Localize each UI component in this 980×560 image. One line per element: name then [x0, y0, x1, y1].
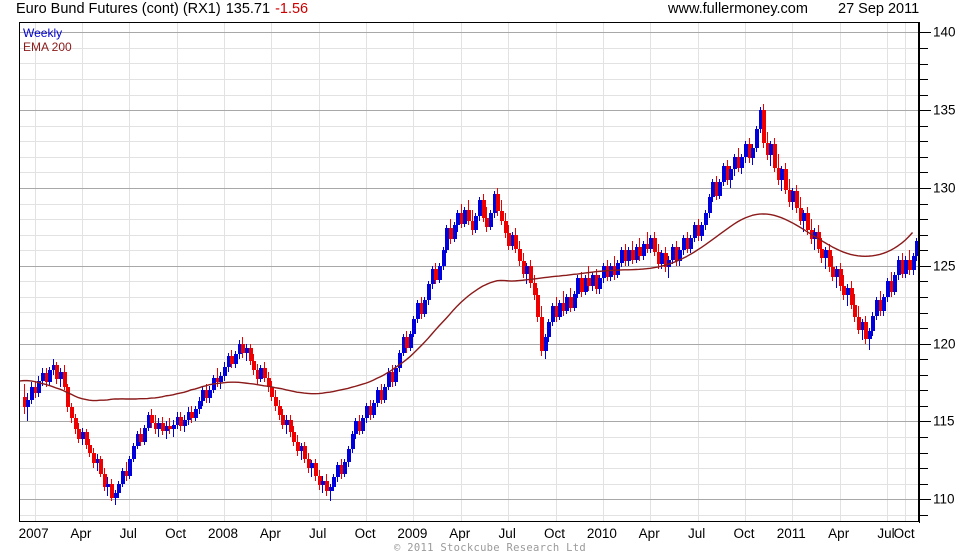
ema-200-overlay [20, 213, 914, 402]
x-tick-label: Apr [638, 526, 660, 541]
y-tick-label: 130 [933, 180, 956, 196]
last-price: 135.71 [225, 1, 271, 17]
y-tick-mark [919, 265, 931, 267]
y-tick-mark [919, 281, 928, 283]
y-axis: 110 115 120 125 130 135 140 [919, 22, 980, 523]
chart-date-label: 27 Sep 2011 [838, 1, 920, 17]
y-tick-label: 110 [933, 491, 955, 507]
y-tick-mark [919, 374, 928, 376]
y-tick-mark [919, 468, 928, 470]
y-tick-mark [919, 421, 931, 423]
y-tick-mark [919, 296, 928, 298]
y-tick-label: 125 [933, 258, 956, 274]
x-tick-label: Oct [893, 526, 915, 541]
y-tick-label: 140 [933, 24, 956, 40]
y-tick-mark [919, 483, 928, 485]
minor-gridlines [20, 48, 918, 516]
x-tick-label: Apr [449, 526, 471, 541]
y-tick-mark [919, 452, 928, 454]
plot-area[interactable] [19, 22, 919, 522]
vertical-gridlines [35, 23, 906, 521]
chart-header: Euro Bund Futures (cont) (RX1) 135.71 -1… [0, 0, 980, 22]
x-tick-label: 2010 [586, 526, 617, 541]
y-tick-mark [919, 156, 928, 158]
y-tick-mark [919, 437, 928, 438]
x-tick-label: Apr [259, 526, 281, 541]
x-tick-label: Apr [70, 526, 92, 541]
y-tick-mark [919, 234, 928, 236]
y-tick-mark [919, 405, 928, 407]
y-tick-mark [919, 141, 928, 143]
y-tick-mark [919, 343, 931, 345]
y-tick-mark [919, 499, 931, 501]
y-tick-mark [919, 79, 928, 80]
y-tick-mark [919, 203, 928, 205]
y-tick-mark [919, 359, 928, 361]
y-tick-mark [919, 47, 928, 49]
y-tick-mark [919, 125, 928, 127]
x-tick-label: 2009 [397, 526, 428, 541]
y-tick-label: 115 [933, 413, 955, 429]
x-tick-label: Oct [165, 526, 187, 541]
price-chart-svg [20, 23, 918, 521]
y-tick-mark [919, 219, 928, 221]
y-tick-label: 120 [933, 336, 956, 352]
y-tick-mark [919, 63, 928, 65]
x-tick-label: 2011 [776, 526, 806, 541]
y-tick-mark [919, 188, 931, 189]
x-axis: 2007 Apr Jul Oct 2008 Apr Jul Oct 2009 Apr Jul Oct 2… [19, 522, 920, 546]
x-tick-label: Oct [354, 526, 376, 541]
y-tick-mark [919, 514, 928, 516]
y-tick-mark [919, 94, 928, 96]
instrument-title: Euro Bund Futures (cont) (RX1) [16, 1, 221, 17]
x-tick-label: Jul [498, 526, 516, 541]
candlestick-series [23, 104, 918, 505]
x-tick-label: Jul [119, 526, 137, 541]
x-tick-label: Apr [828, 526, 850, 541]
x-tick-label: Jul [687, 526, 706, 541]
x-tick-label: Jul [877, 526, 895, 541]
title-block: Euro Bund Futures (cont) (RX1) 135.71 -1… [16, 1, 308, 17]
x-tick-label: Oct [543, 526, 566, 541]
x-tick-label: Oct [733, 526, 755, 541]
site-url-label: www.fullermoney.com [668, 1, 808, 17]
y-tick-label: 135 [933, 102, 956, 118]
y-axis-line [919, 22, 920, 523]
x-tick-label: 2008 [207, 526, 239, 541]
y-tick-mark [919, 312, 928, 314]
major-gridlines [20, 32, 918, 500]
y-tick-mark [919, 328, 928, 329]
y-tick-mark [919, 250, 928, 252]
x-tick-label: Jul [309, 526, 327, 541]
y-tick-mark [919, 172, 928, 174]
y-tick-mark [919, 390, 928, 392]
y-tick-mark [919, 32, 931, 34]
x-tick-label: 2007 [18, 526, 49, 541]
y-tick-mark [919, 110, 931, 112]
price-change: -1.56 [275, 1, 309, 17]
copyright-notice: © 2011 Stockcube Research Ltd [393, 542, 587, 554]
